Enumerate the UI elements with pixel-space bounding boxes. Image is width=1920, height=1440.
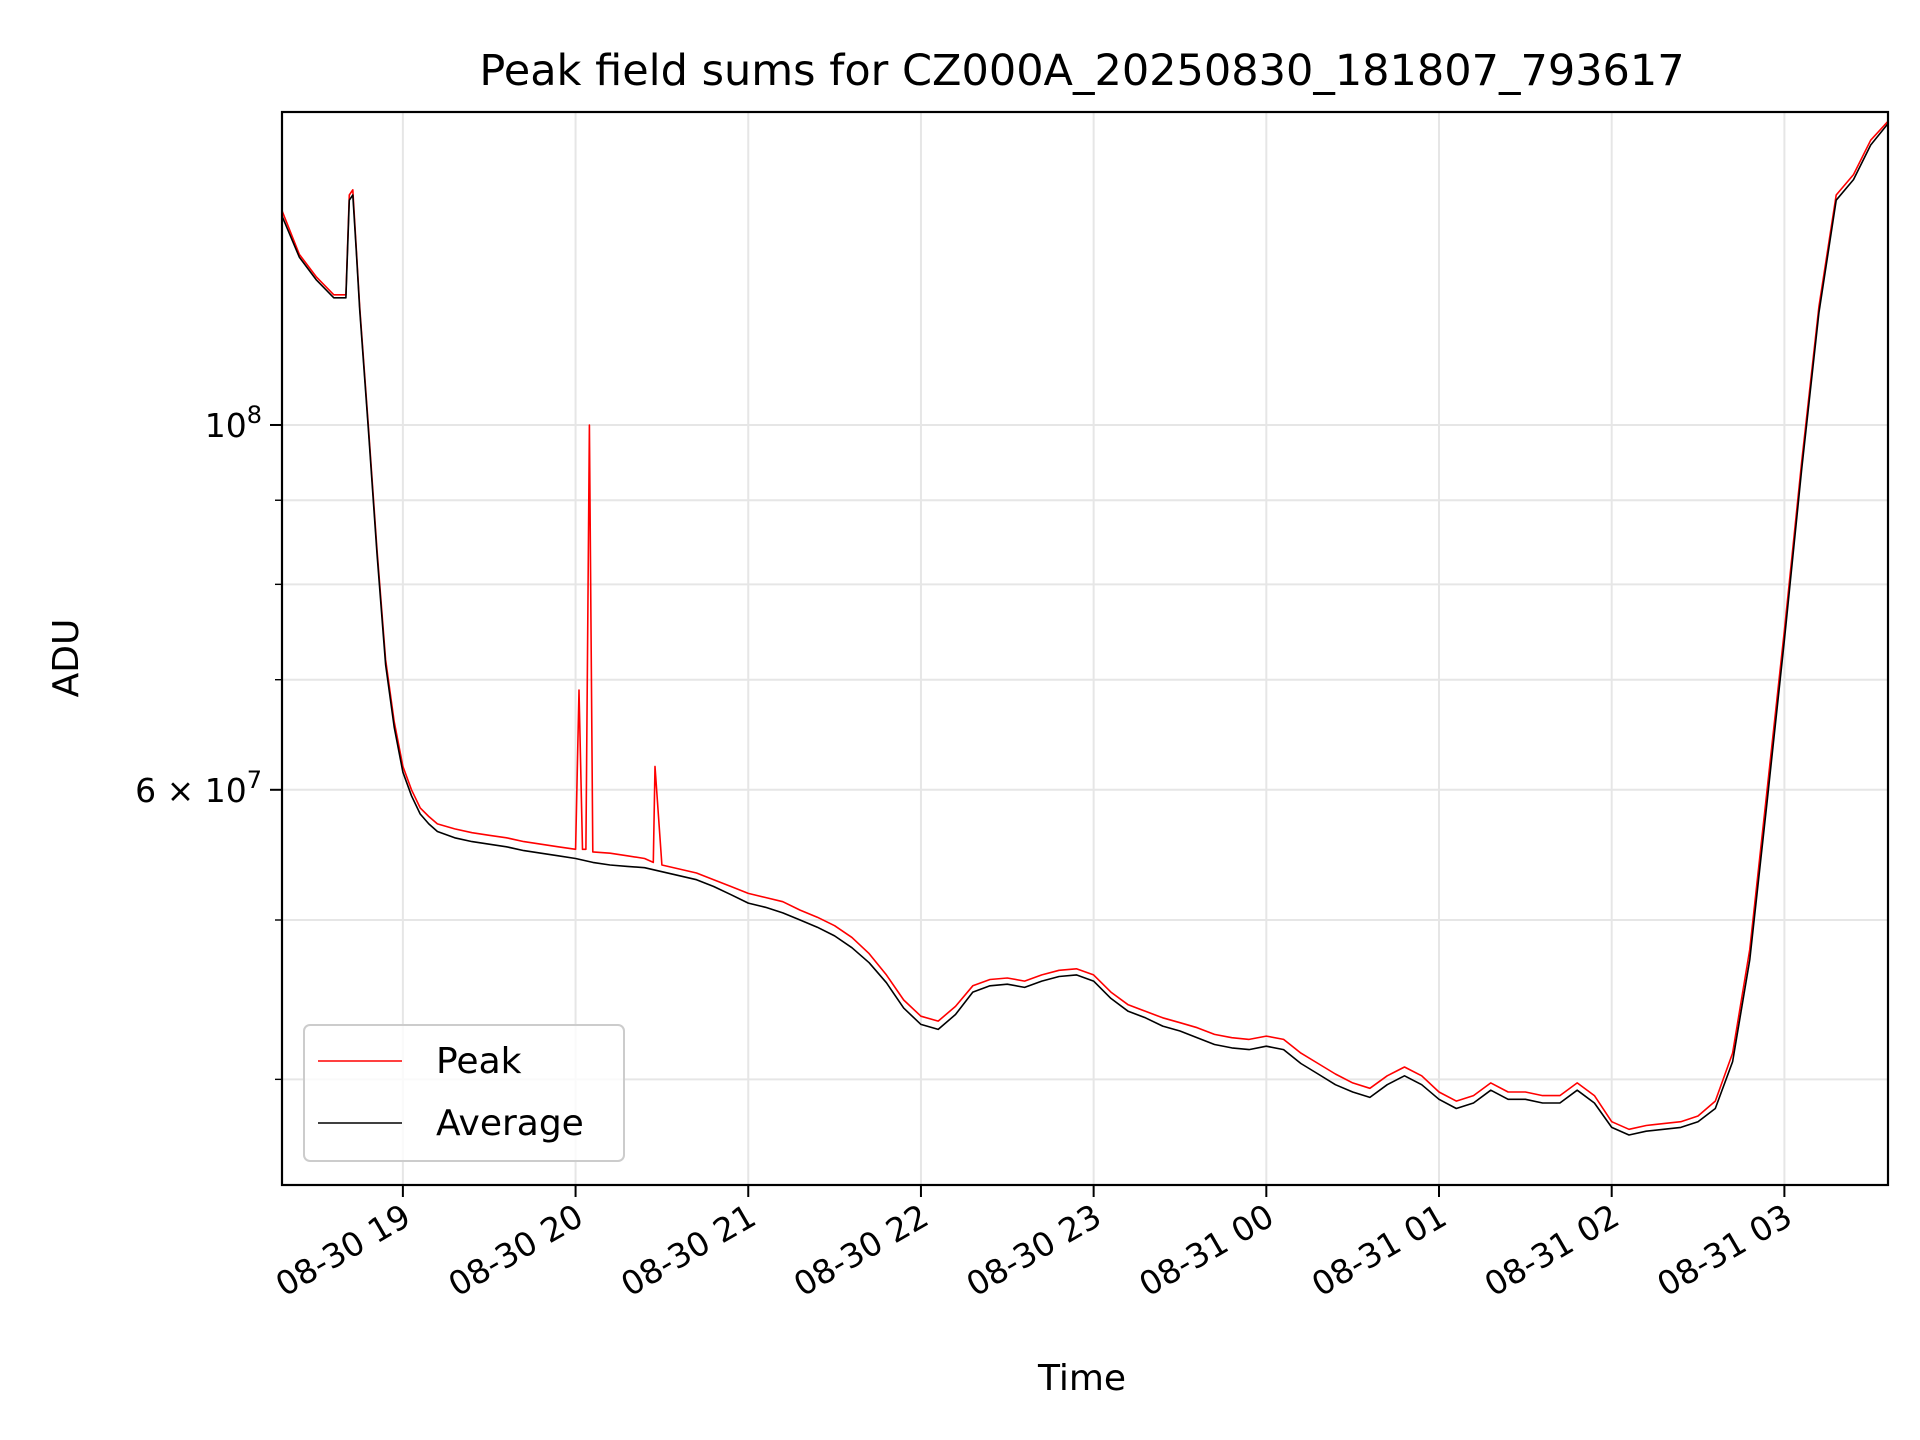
legend-label-peak: Peak <box>436 1041 522 1082</box>
legend-box <box>303 1024 625 1162</box>
y-tick-label-base: 10 <box>205 406 247 445</box>
series-layer <box>281 120 1889 1136</box>
legend-label-average: Average <box>436 1103 584 1144</box>
series-line-average <box>281 123 1889 1136</box>
x-axis-title: Time <box>1037 1358 1126 1399</box>
series-line-peak <box>281 120 1889 1131</box>
legend: Peak Average <box>303 1024 625 1162</box>
y-tick-label: 6 × 107 <box>135 766 262 810</box>
y-tick-label-exponent: 8 <box>247 401 262 429</box>
y-axis: 6 × 107 108 <box>135 401 282 1081</box>
y-tick-label: 108 <box>205 401 262 445</box>
gridlines <box>282 112 1888 1185</box>
plot-area-frame <box>280 110 1890 1187</box>
y-axis-title: ADU <box>46 619 87 698</box>
y-tick-label-base: 6 × 10 <box>135 771 247 810</box>
y-tick-label-exponent: 7 <box>247 766 262 794</box>
chart-title: Peak field sums for CZ000A_20250830_1818… <box>479 46 1684 96</box>
